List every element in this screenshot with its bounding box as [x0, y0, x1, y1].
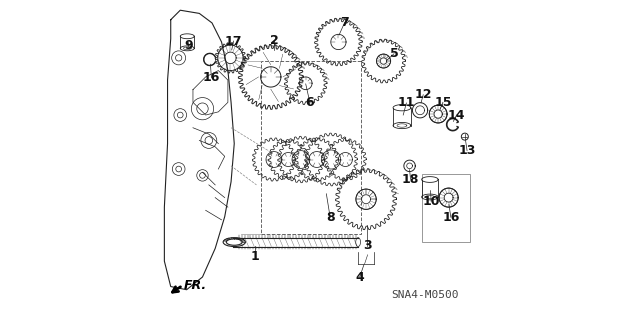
Text: 2: 2 — [269, 34, 278, 47]
Text: 12: 12 — [415, 88, 432, 101]
Text: 6: 6 — [305, 96, 314, 109]
Text: 16: 16 — [442, 211, 460, 224]
Text: 4: 4 — [355, 271, 364, 284]
Text: 18: 18 — [402, 173, 419, 186]
Text: 8: 8 — [326, 211, 335, 224]
Text: 7: 7 — [340, 16, 349, 29]
Text: FR.: FR. — [184, 279, 207, 293]
Text: 11: 11 — [397, 96, 415, 109]
Text: 17: 17 — [225, 34, 243, 48]
Text: SNA4-M0500: SNA4-M0500 — [391, 290, 459, 300]
Text: 16: 16 — [203, 71, 220, 84]
Text: 9: 9 — [184, 39, 193, 52]
Text: 14: 14 — [448, 108, 465, 122]
Text: 13: 13 — [458, 144, 476, 157]
Text: 1: 1 — [250, 250, 259, 263]
Text: 5: 5 — [390, 47, 398, 60]
Text: 10: 10 — [422, 195, 440, 208]
Text: 3: 3 — [363, 239, 371, 252]
Bar — [261, 61, 362, 234]
Bar — [422, 174, 470, 242]
Text: 15: 15 — [434, 96, 452, 109]
